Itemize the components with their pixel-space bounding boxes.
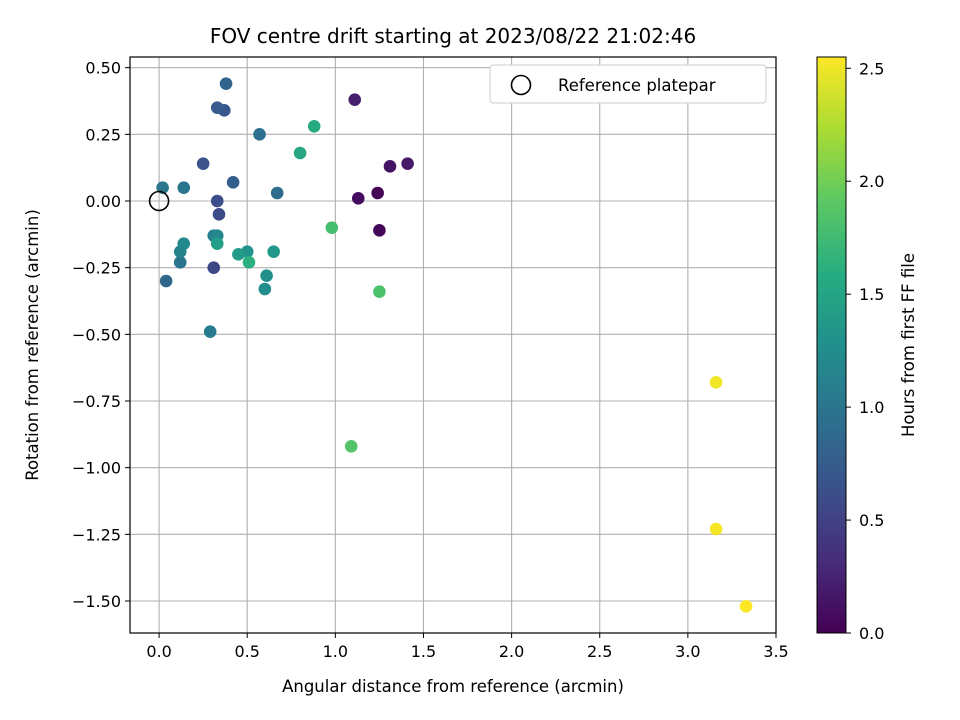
y-tick-label: −1.25	[72, 525, 121, 544]
colorbar-tick-label: 1.5	[859, 285, 884, 304]
data-point	[348, 93, 362, 106]
x-tick-label: 2.5	[587, 642, 612, 661]
data-point	[210, 101, 224, 114]
data-point	[210, 237, 224, 250]
y-tick-label: 0.00	[85, 192, 121, 211]
data-point	[159, 274, 173, 288]
data-point	[196, 157, 210, 170]
legend: Reference platepar	[489, 64, 767, 104]
x-tick-label: 0.0	[146, 642, 171, 661]
data-point	[709, 522, 723, 536]
data-point	[373, 224, 386, 237]
data-point	[232, 248, 245, 261]
data-point	[210, 194, 224, 208]
colorbar-ticks: 0.0 0.5 1.0 1.5 2.0 2.5	[846, 59, 884, 643]
reference-marker	[148, 190, 170, 212]
x-axis-ticks: 0.0 0.5 1.0 1.5 2.0 2.5 3.0 3.5	[146, 633, 789, 661]
data-point	[709, 376, 723, 389]
reference-point	[148, 190, 170, 212]
colorbar: 0.0 0.5 1.0 1.5 2.0 2.5 Hours from first FF f…	[816, 56, 918, 643]
legend-label: Reference platepar	[558, 76, 716, 95]
data-point	[325, 221, 339, 234]
x-tick-label: 3.0	[675, 642, 700, 661]
plot-frame	[129, 56, 777, 634]
data-point	[173, 256, 187, 269]
data-point	[253, 128, 266, 141]
y-tick-label: −0.75	[72, 392, 121, 411]
colorbar-tick-label: 2.0	[859, 172, 884, 191]
data-point	[344, 440, 358, 453]
data-points	[156, 77, 753, 613]
x-tick-label: 3.5	[763, 642, 788, 661]
x-tick-label: 1.0	[323, 642, 348, 661]
data-point	[293, 146, 307, 160]
data-point	[383, 160, 397, 173]
y-tick-label: −1.00	[72, 459, 121, 478]
legend-box	[489, 64, 767, 104]
data-point	[267, 245, 280, 258]
x-tick-label: 1.5	[411, 642, 436, 661]
x-tick-label: 0.5	[234, 642, 259, 661]
data-point	[351, 192, 365, 205]
y-axis-label: Rotation from reference (arcmin)	[23, 209, 42, 481]
colorbar-gradient	[816, 56, 847, 634]
data-point	[270, 186, 284, 200]
y-axis-ticks: 0.50 0.25 0.00 −0.25 −0.50 −0.75 −1.00 −1.25 −1.…	[72, 59, 130, 611]
colorbar-tick-label: 1.0	[859, 398, 884, 417]
data-point	[203, 325, 217, 338]
data-point	[307, 120, 321, 133]
y-tick-label: −1.50	[72, 592, 121, 611]
y-tick-label: −0.50	[72, 325, 121, 344]
y-tick-label: −0.25	[72, 259, 121, 278]
data-point	[371, 186, 384, 200]
colorbar-tick-label: 2.5	[859, 59, 884, 78]
data-point	[207, 261, 221, 274]
legend-marker-open-circle	[510, 74, 532, 96]
x-tick-label: 2.0	[499, 642, 524, 661]
x-axis-label: Angular distance from reference (arcmin)	[282, 677, 624, 696]
data-point	[226, 176, 240, 189]
colorbar-label: Hours from first FF file	[899, 253, 918, 437]
data-point	[212, 208, 226, 221]
colorbar-tick-label: 0.0	[859, 624, 884, 643]
colorbar-tick-label: 0.5	[859, 511, 884, 530]
y-tick-label: 0.25	[85, 125, 121, 144]
data-point	[177, 237, 191, 250]
data-point	[177, 181, 191, 194]
chart-title: FOV centre drift starting at 2023/08/22 …	[210, 24, 696, 48]
data-point	[258, 282, 272, 296]
data-point	[219, 77, 233, 90]
data-point	[373, 285, 386, 298]
data-point	[260, 269, 273, 282]
grid-lines	[130, 57, 777, 633]
data-point	[242, 256, 256, 269]
y-tick-label: 0.50	[85, 59, 121, 78]
data-point	[401, 157, 414, 170]
data-point	[739, 600, 753, 613]
